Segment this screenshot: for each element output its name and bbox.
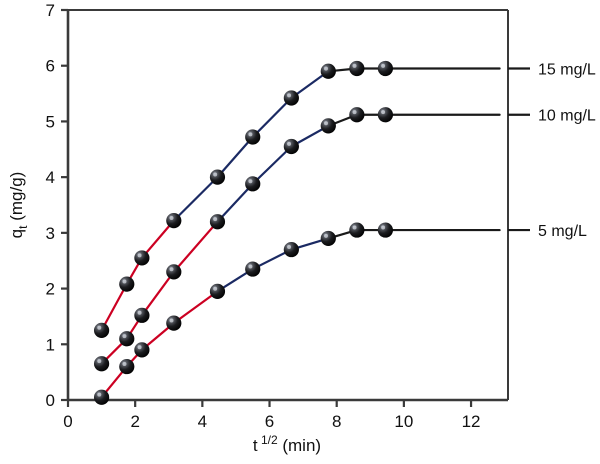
- data-point-marker: [134, 342, 150, 358]
- data-point-marker: [320, 118, 336, 134]
- data-point-marker: [134, 250, 150, 266]
- data-point-marker: [320, 63, 336, 79]
- data-point-marker: [209, 214, 226, 230]
- data-point-marker: [320, 230, 336, 247]
- data-point-marker: [245, 176, 261, 192]
- data-point-marker: [283, 138, 299, 155]
- y-axis-title: qt (mg/g): [7, 172, 30, 239]
- series-segment: [327, 113, 501, 127]
- data-point-marker: [166, 213, 182, 229]
- series-segment: [100, 220, 219, 365]
- data-point-marker: [209, 169, 226, 185]
- x-tick-label: 12: [462, 412, 481, 431]
- data-point-marker: [283, 90, 299, 106]
- data-point-marker: [349, 222, 365, 238]
- legend-label: 10 mg/L: [538, 108, 596, 125]
- y-tick-label: 2: [46, 280, 55, 299]
- series-segment: [172, 70, 330, 222]
- data-point-marker: [377, 107, 394, 123]
- data-point-marker: [349, 60, 365, 77]
- x-tick-label: 10: [394, 412, 413, 431]
- y-tick-label: 1: [46, 335, 55, 354]
- data-point-marker: [377, 222, 394, 238]
- series-segment: [327, 228, 501, 240]
- data-point-marker: [93, 356, 110, 372]
- legend-labels: 15 mg/L 10 mg/L 5 mg/L: [538, 62, 596, 241]
- y-tick-label: 6: [46, 57, 55, 76]
- svg-text:qt (mg/g): qt (mg/g): [7, 172, 30, 239]
- x-tick-label: 6: [265, 412, 274, 431]
- series-segment: [327, 67, 501, 73]
- data-point-marker: [245, 261, 261, 277]
- data-point-marker: [349, 107, 365, 123]
- series-lines: [100, 67, 501, 399]
- data-point-marker: [283, 241, 299, 258]
- data-point-marker: [119, 331, 135, 347]
- data-point-marker: [119, 358, 135, 375]
- series-segment: [100, 219, 175, 332]
- svg-text:t 1/2 (min): t 1/2 (min): [253, 433, 321, 455]
- data-point-marker: [377, 60, 394, 77]
- data-point-marker: [209, 283, 226, 299]
- axis-ticks: [61, 8, 473, 407]
- x-tick-label: 0: [63, 412, 72, 431]
- x-tick-label: 2: [130, 412, 139, 431]
- data-point-marker: [166, 264, 182, 280]
- data-point-marker: [134, 307, 150, 323]
- data-point-marker: [166, 315, 182, 331]
- y-tick-label: 5: [46, 112, 55, 131]
- y-tick-label: 4: [46, 168, 55, 187]
- data-point-marker: [119, 276, 135, 292]
- y-tick-label: 7: [46, 1, 55, 20]
- data-point-markers: [93, 60, 394, 405]
- series-segment: [216, 124, 330, 223]
- y-tick-label: 3: [46, 224, 55, 243]
- series-segment: [216, 237, 330, 293]
- x-axis-title: t 1/2 (min): [253, 433, 321, 455]
- plot-axes: [66, 9, 509, 402]
- legend-label: 5 mg/L: [538, 223, 587, 240]
- x-tick-label: 8: [332, 412, 341, 431]
- y-tick-label: 0: [46, 391, 55, 410]
- legend-label: 15 mg/L: [538, 62, 596, 79]
- data-point-marker: [93, 322, 110, 338]
- x-tick-label: 4: [198, 412, 207, 431]
- data-point-marker: [93, 389, 110, 405]
- data-point-marker: [245, 129, 261, 145]
- legend-connector-lines: [508, 67, 530, 232]
- series-segment: [100, 290, 219, 399]
